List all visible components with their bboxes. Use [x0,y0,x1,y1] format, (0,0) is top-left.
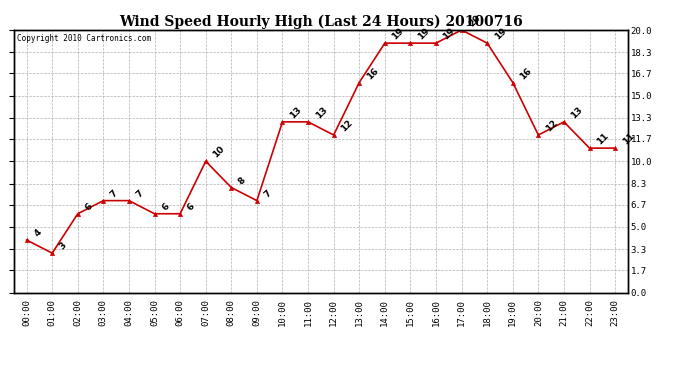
Text: 13: 13 [288,105,303,120]
Text: 6: 6 [83,202,94,212]
Text: 20: 20 [467,13,482,28]
Text: 4: 4 [32,228,43,238]
Text: 8: 8 [237,176,248,186]
Text: 7: 7 [262,188,273,199]
Text: 12: 12 [544,118,559,134]
Text: Copyright 2010 Cartronics.com: Copyright 2010 Cartronics.com [17,34,151,43]
Text: 3: 3 [58,241,68,252]
Text: 19: 19 [391,27,406,42]
Text: 10: 10 [211,145,226,160]
Text: 19: 19 [416,27,431,42]
Text: 11: 11 [621,132,636,147]
Text: 7: 7 [135,188,146,199]
Text: 16: 16 [365,66,380,81]
Text: 19: 19 [442,27,457,42]
Title: Wind Speed Hourly High (Last 24 Hours) 20100716: Wind Speed Hourly High (Last 24 Hours) 2… [119,15,523,29]
Text: 13: 13 [314,105,329,120]
Text: 13: 13 [569,105,584,120]
Text: 11: 11 [595,132,610,147]
Text: 19: 19 [493,27,508,42]
Text: 12: 12 [339,118,355,134]
Text: 16: 16 [518,66,533,81]
Text: 6: 6 [160,202,171,212]
Text: 7: 7 [109,188,120,199]
Text: 6: 6 [186,202,197,212]
